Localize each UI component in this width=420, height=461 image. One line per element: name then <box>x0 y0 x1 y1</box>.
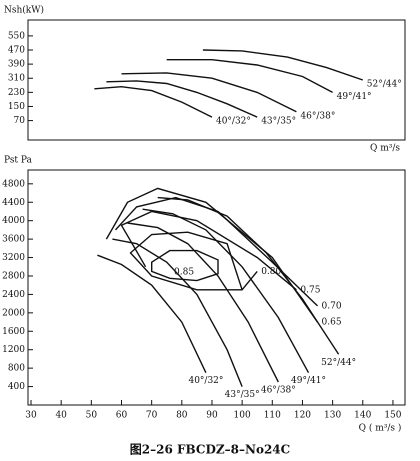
curve-label: 43°/35° <box>261 117 296 127</box>
y-tick-label: 470 <box>8 46 25 56</box>
curve <box>127 222 279 383</box>
y-axis-label: Nsh(kW) <box>4 5 44 16</box>
x-tick-label: 70 <box>146 411 158 421</box>
y-tick-label: 70 <box>14 116 26 126</box>
curve-label: 46°/38° <box>300 111 335 121</box>
curve <box>202 49 364 81</box>
curve-label: 49°/41° <box>291 376 326 386</box>
y-tick-label: 310 <box>8 74 25 84</box>
x-tick-label: 60 <box>116 411 128 421</box>
curve-label: 43°/35° <box>225 390 260 400</box>
curve <box>97 254 207 374</box>
curve <box>120 210 297 291</box>
y-tick-label: 1600 <box>2 327 25 337</box>
y-tick-label: 230 <box>8 88 25 98</box>
y-tick-label: 2000 <box>2 308 25 318</box>
x-tick-label: 120 <box>294 411 311 421</box>
curve <box>151 249 219 282</box>
curve <box>129 231 258 291</box>
y-tick-label: 390 <box>8 60 25 70</box>
y-tick-label: 4000 <box>2 216 25 226</box>
curve <box>166 59 333 94</box>
curve-label: 52°/44° <box>321 358 356 368</box>
contour-label: 0.75 <box>300 285 320 295</box>
x-axis-label: Q m³/s <box>370 144 400 154</box>
x-tick-label: 40 <box>55 411 67 421</box>
y-tick-label: 4800 <box>2 179 25 189</box>
x-tick-label: 90 <box>206 411 218 421</box>
y-tick-label: 4400 <box>2 198 25 208</box>
curve <box>112 238 243 387</box>
curve <box>106 80 258 118</box>
y-tick-label: 150 <box>8 102 25 112</box>
y-tick-label: 3200 <box>2 253 25 263</box>
curve-label: 49°/41° <box>337 92 372 102</box>
y-tick-label: 550 <box>8 31 25 41</box>
curve-label: 40°/32° <box>188 376 223 386</box>
y-tick-label: 3600 <box>2 235 25 245</box>
y-tick-label: 2800 <box>2 271 25 281</box>
x-tick-label: 80 <box>176 411 188 421</box>
curve <box>142 208 310 374</box>
curve-label: 46°/38° <box>261 385 296 395</box>
x-tick-label: 140 <box>354 411 371 421</box>
curve <box>121 72 297 113</box>
x-tick-label: 150 <box>384 411 401 421</box>
x-axis-label: Q ( m³/s ) <box>359 423 402 434</box>
x-tick-label: 110 <box>264 411 281 421</box>
curve-label: 40°/32° <box>216 117 251 127</box>
contour-label: 0.65 <box>322 318 342 328</box>
y-axis-label: Pst Pa <box>4 156 33 166</box>
y-tick-label: 400 <box>8 382 25 392</box>
top-frame <box>27 19 406 141</box>
x-tick-label: 50 <box>86 411 98 421</box>
contour-label: 0.70 <box>322 301 342 311</box>
y-tick-label: 800 <box>8 364 25 374</box>
x-tick-label: 130 <box>324 411 341 421</box>
caption: 图2–26 FBCDZ–8–No24C <box>130 443 290 457</box>
y-tick-label: 2400 <box>2 290 25 300</box>
contour-label: 0.85 <box>174 267 194 277</box>
y-tick-label: 1200 <box>2 345 25 355</box>
curve <box>94 85 213 118</box>
x-tick-label: 30 <box>25 411 37 421</box>
curve-label: 52°/44° <box>367 80 402 90</box>
x-tick-label: 100 <box>234 411 251 421</box>
contour-label: 0.80 <box>261 267 281 277</box>
bottom-frame <box>27 169 406 406</box>
curve <box>105 187 319 323</box>
